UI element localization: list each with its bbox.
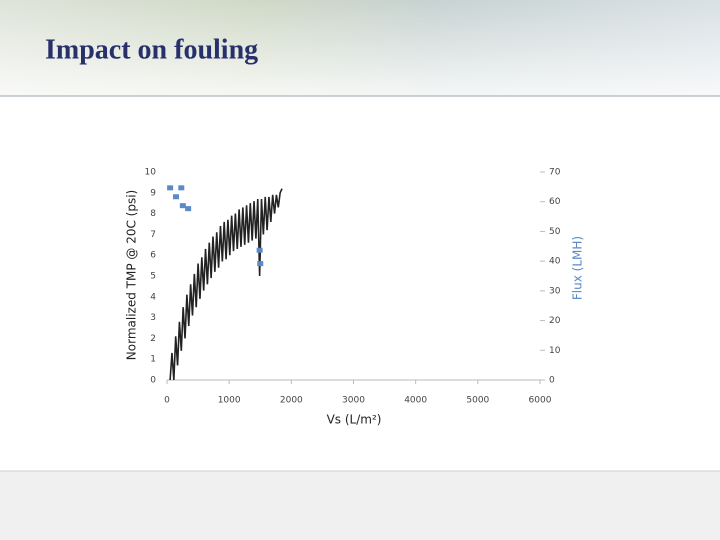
flux-point xyxy=(179,203,186,209)
y-tick-label: 8 xyxy=(150,209,156,219)
x-tick-label: 6000 xyxy=(529,396,552,406)
x-tick-label: 1000 xyxy=(218,396,241,406)
flux-point xyxy=(178,185,185,191)
y-tick-label: 9 xyxy=(150,188,156,198)
flux-point xyxy=(256,247,263,253)
y2-tick-label: 20 xyxy=(549,316,561,326)
y2-axis-label: Flux (LMH) xyxy=(571,236,585,300)
y2-tick-label: 50 xyxy=(549,227,561,237)
y-tick-label: 1 xyxy=(150,355,156,365)
x-tick-label: 4000 xyxy=(404,396,427,406)
y2-tick-label: 30 xyxy=(549,286,561,296)
flux-point xyxy=(173,194,180,200)
slide-title: Impact on fouling xyxy=(45,34,258,65)
y-axis-label: Normalized TMP @ 20C (psi) xyxy=(125,190,139,360)
y-tick-label: 4 xyxy=(150,292,156,302)
x-tick-label: 3000 xyxy=(342,396,365,406)
tmp-line xyxy=(169,188,283,381)
x-axis-label: Vs (L/m²) xyxy=(327,413,382,427)
x-tick-label: 5000 xyxy=(466,396,489,406)
y2-tick-label: 60 xyxy=(549,197,561,207)
flux-point xyxy=(167,185,174,191)
y2-tick-label: 10 xyxy=(549,346,561,356)
y-tick-label: 0 xyxy=(150,376,156,386)
footer-band xyxy=(0,471,720,540)
chart: Vs (L/m²) Normalized TMP @ 20C (psi) Flu… xyxy=(125,168,585,427)
x-tick-label: 0 xyxy=(164,396,170,406)
y2-tick-label: 40 xyxy=(549,257,561,267)
y-tick-label: 2 xyxy=(150,334,156,344)
y-tick-label: 7 xyxy=(150,230,156,240)
y-tick-label: 6 xyxy=(150,251,156,261)
y2-tick-label: 0 xyxy=(549,376,555,386)
x-tick-label: 2000 xyxy=(280,396,303,406)
y-tick-label: 10 xyxy=(145,168,157,178)
flux-point xyxy=(185,206,192,212)
y-tick-label: 5 xyxy=(150,272,156,282)
y2-tick-label: 70 xyxy=(549,168,561,178)
header-fade xyxy=(0,0,720,96)
y-tick-label: 3 xyxy=(150,313,156,323)
flux-point xyxy=(257,261,264,267)
